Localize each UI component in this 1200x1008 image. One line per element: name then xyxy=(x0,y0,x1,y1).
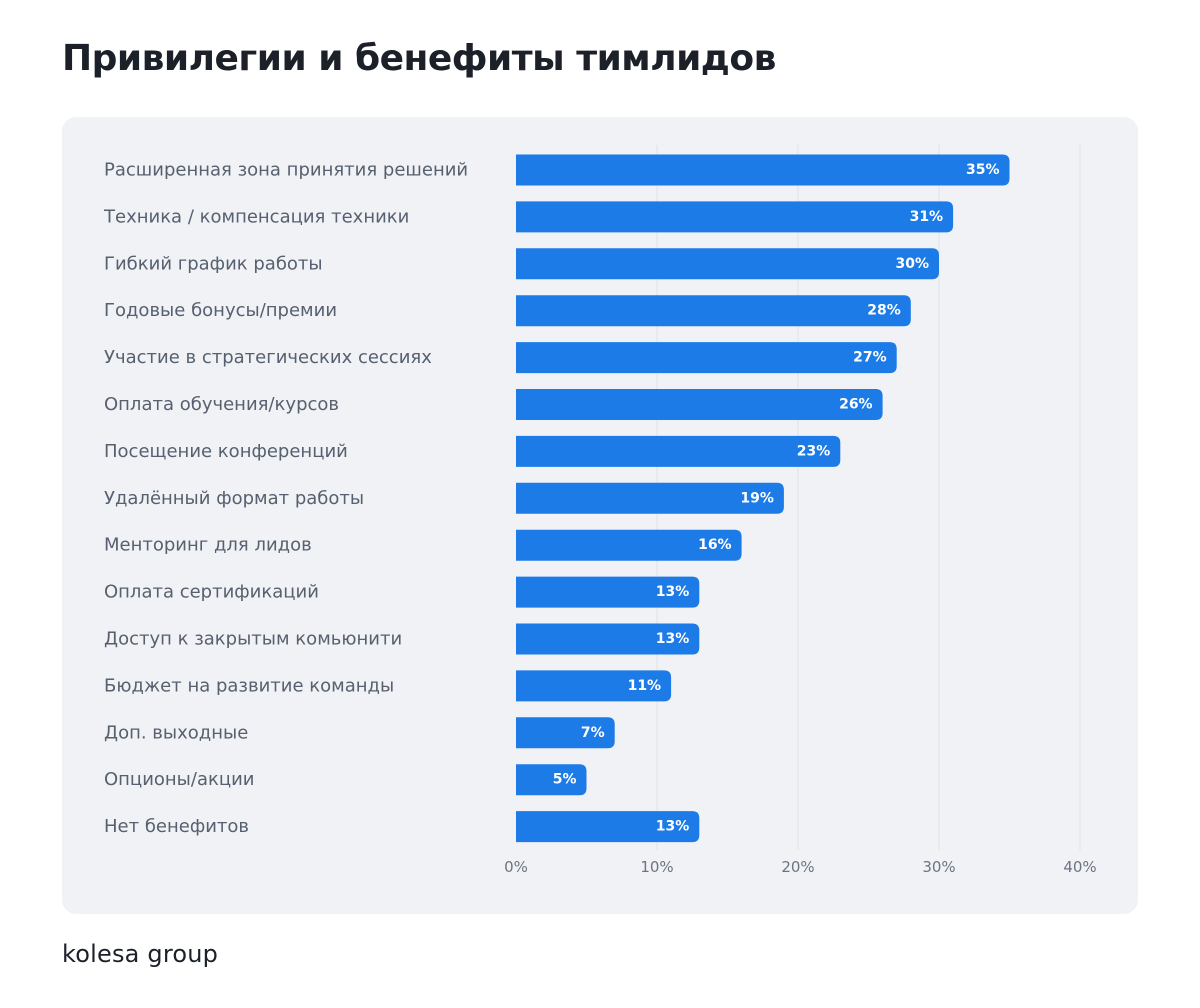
category-label: Годовые бонусы/премии xyxy=(104,300,337,321)
category-label: Доп. выходные xyxy=(104,722,248,743)
bar xyxy=(516,529,742,561)
x-tick-label: 30% xyxy=(922,858,955,876)
kolesa-group-logo: kolesa group xyxy=(62,940,219,968)
category-label: Бюджет на развитие команды xyxy=(104,675,394,696)
category-label: Гибкий график работы xyxy=(104,253,323,274)
category-label: Оплата обучения/курсов xyxy=(104,394,339,415)
category-label: Опционы/акции xyxy=(104,769,255,790)
category-label: Нет бенефитов xyxy=(104,816,249,837)
bar xyxy=(516,248,939,280)
category-label: Оплата сертификаций xyxy=(104,582,319,603)
bar xyxy=(516,482,784,514)
data-label: 31% xyxy=(910,209,944,225)
bar xyxy=(516,670,672,702)
data-label: 19% xyxy=(740,490,774,506)
data-label: 11% xyxy=(628,678,662,694)
bar xyxy=(516,811,700,843)
chart-card: Расширенная зона принятия решений 35% Техн… xyxy=(62,117,1138,914)
data-label: 30% xyxy=(895,256,929,272)
category-label: Расширенная зона принятия решений xyxy=(104,160,468,181)
bar xyxy=(516,295,911,327)
category-label: Удалённый формат работы xyxy=(104,488,364,509)
page-title: Привилегии и бенефиты тимлидов xyxy=(62,38,776,79)
data-label: 13% xyxy=(656,631,690,647)
data-label: 27% xyxy=(853,350,887,366)
bar xyxy=(516,435,841,467)
bar-chart: Расширенная зона принятия решений 35% Техн… xyxy=(103,145,1097,876)
bar xyxy=(516,201,954,233)
category-label: Техника / компенсация техники xyxy=(103,206,409,227)
x-tick-label: 0% xyxy=(504,858,528,876)
category-label: Доступ к закрытым комьюнити xyxy=(104,629,402,650)
bar xyxy=(516,576,700,608)
bar xyxy=(516,623,700,655)
bar xyxy=(516,717,615,749)
data-label: 23% xyxy=(797,443,831,459)
data-label: 7% xyxy=(581,725,605,741)
data-label: 16% xyxy=(698,537,732,553)
data-label: 5% xyxy=(553,772,577,788)
x-tick-label: 40% xyxy=(1063,858,1096,876)
bar xyxy=(516,764,587,796)
data-label: 13% xyxy=(656,584,690,600)
bar xyxy=(516,342,897,374)
bar xyxy=(516,154,1010,186)
category-label: Менторинг для лидов xyxy=(104,535,312,556)
data-label: 35% xyxy=(966,162,1000,178)
data-label: 13% xyxy=(656,819,690,835)
data-label: 26% xyxy=(839,397,873,413)
category-label: Посещение конференций xyxy=(104,441,348,462)
x-tick-label: 20% xyxy=(781,858,814,876)
bar xyxy=(516,389,883,420)
x-tick-label: 10% xyxy=(640,858,673,876)
data-label: 28% xyxy=(867,303,901,319)
category-label: Участие в стратегических сессиях xyxy=(104,347,432,368)
